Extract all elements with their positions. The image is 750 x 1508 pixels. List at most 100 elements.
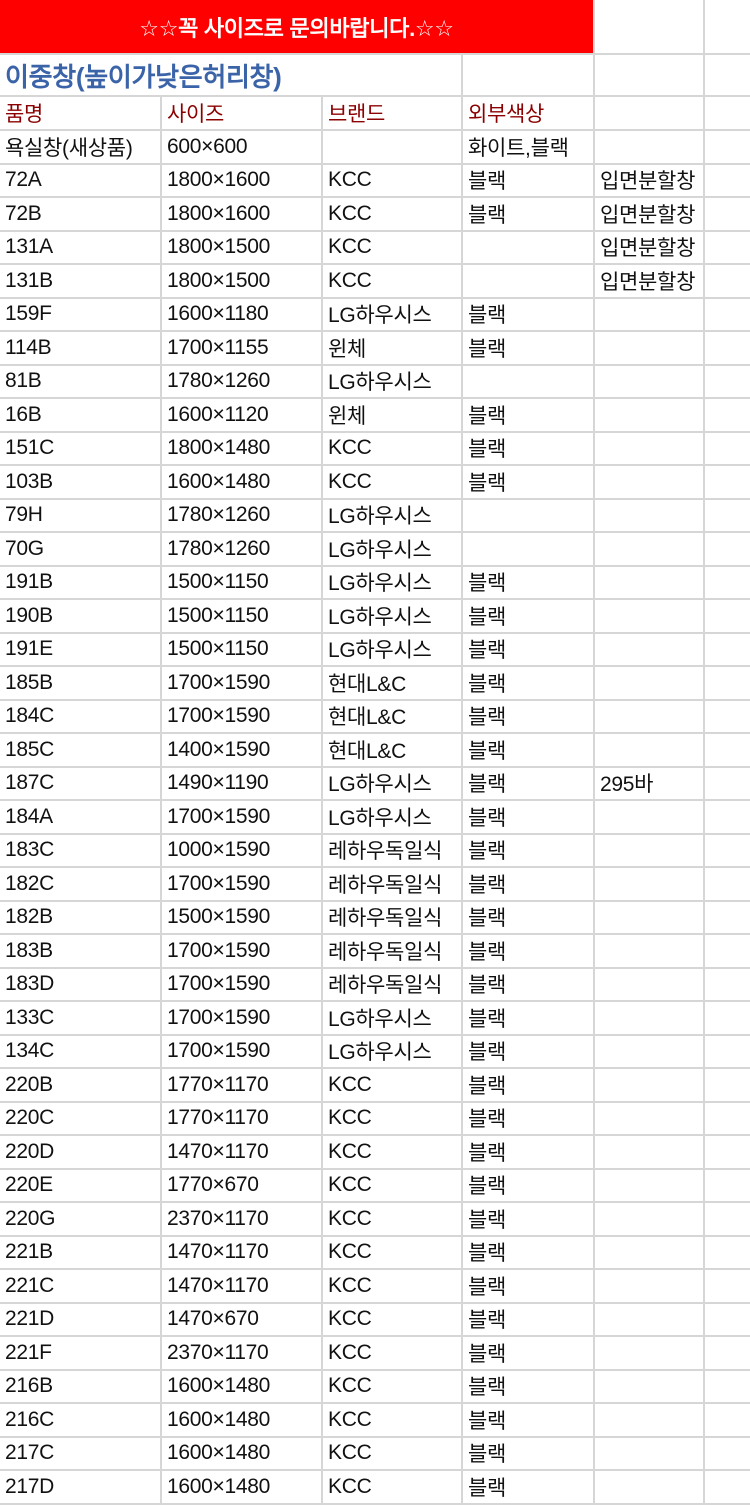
exterior-color-cell[interactable]	[463, 533, 595, 565]
size-cell[interactable]: 1500×1150	[162, 600, 323, 632]
size-cell[interactable]: 1600×1480	[162, 1404, 323, 1436]
cell[interactable]	[705, 1237, 750, 1269]
size-cell[interactable]: 1770×1170	[162, 1102, 323, 1134]
brand-cell[interactable]: 현대L&C	[323, 734, 463, 766]
exterior-color-cell[interactable]: 블랙	[463, 767, 595, 799]
product-name-cell[interactable]: 114B	[0, 332, 162, 364]
note-cell[interactable]	[595, 1035, 705, 1067]
exterior-color-cell[interactable]: 블랙	[463, 734, 595, 766]
size-cell[interactable]: 1600×1180	[162, 298, 323, 330]
product-name-cell[interactable]: 185B	[0, 667, 162, 699]
product-name-cell[interactable]: 185C	[0, 734, 162, 766]
cell[interactable]	[705, 500, 750, 532]
exterior-color-cell[interactable]: 블랙	[463, 1437, 595, 1469]
brand-cell[interactable]: LG하우시스	[323, 633, 463, 665]
brand-cell[interactable]: KCC	[323, 1203, 463, 1235]
note-cell[interactable]	[595, 1002, 705, 1034]
brand-cell[interactable]: KCC	[323, 1236, 463, 1268]
size-cell[interactable]: 1800×1600	[162, 164, 323, 196]
note-cell[interactable]	[595, 1270, 705, 1302]
size-cell[interactable]: 1490×1190	[162, 767, 323, 799]
size-cell[interactable]: 1500×1150	[162, 566, 323, 598]
brand-cell[interactable]: LG하우시스	[323, 600, 463, 632]
cell[interactable]	[705, 1069, 750, 1101]
note-cell[interactable]	[595, 131, 705, 163]
product-name-cell[interactable]: 217D	[0, 1471, 162, 1503]
product-name-cell[interactable]: 16B	[0, 399, 162, 431]
brand-cell[interactable]: LG하우시스	[323, 533, 463, 565]
note-cell[interactable]	[595, 432, 705, 464]
cell[interactable]	[705, 232, 750, 264]
size-cell[interactable]: 1800×1500	[162, 265, 323, 297]
brand-cell[interactable]: KCC	[323, 231, 463, 263]
cell[interactable]	[705, 835, 750, 867]
exterior-color-cell[interactable]: 블랙	[463, 466, 595, 498]
cell[interactable]	[705, 1270, 750, 1302]
size-cell[interactable]: 1700×1155	[162, 332, 323, 364]
product-name-cell[interactable]: 221C	[0, 1270, 162, 1302]
cell[interactable]	[705, 935, 750, 967]
cell[interactable]	[463, 55, 595, 95]
size-cell[interactable]: 1780×1260	[162, 365, 323, 397]
product-name-cell[interactable]: 131B	[0, 265, 162, 297]
product-name-cell[interactable]: 81B	[0, 365, 162, 397]
product-name-cell[interactable]: 182C	[0, 868, 162, 900]
product-name-cell[interactable]: 221D	[0, 1303, 162, 1335]
product-name-cell[interactable]: 79H	[0, 499, 162, 531]
brand-cell[interactable]: KCC	[323, 1270, 463, 1302]
exterior-color-cell[interactable]	[463, 365, 595, 397]
product-name-cell[interactable]: 216B	[0, 1370, 162, 1402]
note-cell[interactable]	[595, 901, 705, 933]
exterior-color-cell[interactable]: 블랙	[463, 432, 595, 464]
cell[interactable]	[705, 1471, 750, 1503]
size-cell[interactable]: 1470×670	[162, 1303, 323, 1335]
brand-cell[interactable]: KCC	[323, 1169, 463, 1201]
brand-cell[interactable]	[323, 131, 463, 163]
brand-cell[interactable]: KCC	[323, 466, 463, 498]
size-cell[interactable]: 1800×1600	[162, 198, 323, 230]
exterior-color-cell[interactable]: 블랙	[463, 399, 595, 431]
brand-cell[interactable]: KCC	[323, 1102, 463, 1134]
product-name-cell[interactable]: 134C	[0, 1035, 162, 1067]
cell[interactable]	[705, 734, 750, 766]
size-cell[interactable]: 1700×1590	[162, 667, 323, 699]
brand-cell[interactable]: LG하우시스	[323, 1002, 463, 1034]
exterior-color-cell[interactable]: 블랙	[463, 1236, 595, 1268]
exterior-color-cell[interactable]	[463, 231, 595, 263]
brand-cell[interactable]: LG하우시스	[323, 767, 463, 799]
banner-cell[interactable]: ☆☆꼭 사이즈로 문의바랍니다.☆☆	[0, 0, 595, 53]
exterior-color-cell[interactable]: 블랙	[463, 633, 595, 665]
product-name-cell[interactable]: 183B	[0, 935, 162, 967]
exterior-color-cell[interactable]: 블랙	[463, 1069, 595, 1101]
brand-cell[interactable]: KCC	[323, 1370, 463, 1402]
note-cell[interactable]	[595, 1102, 705, 1134]
brand-cell[interactable]: 윈체	[323, 332, 463, 364]
note-cell[interactable]	[595, 1136, 705, 1168]
product-name-cell[interactable]: 183C	[0, 834, 162, 866]
size-cell[interactable]: 1700×1590	[162, 700, 323, 732]
exterior-color-cell[interactable]: 블랙	[463, 600, 595, 632]
exterior-color-cell[interactable]: 블랙	[463, 566, 595, 598]
exterior-color-cell[interactable]: 블랙	[463, 868, 595, 900]
product-name-cell[interactable]: 133C	[0, 1002, 162, 1034]
exterior-color-cell[interactable]: 블랙	[463, 1203, 595, 1235]
sheet-title[interactable]: 이중창(높이가낮은허리창)	[0, 55, 463, 95]
cell[interactable]	[705, 466, 750, 498]
cell[interactable]	[705, 1136, 750, 1168]
cell[interactable]	[705, 902, 750, 934]
exterior-color-cell[interactable]: 블랙	[463, 1035, 595, 1067]
cell[interactable]	[595, 97, 705, 129]
cell[interactable]	[705, 97, 750, 129]
product-name-cell[interactable]: 72A	[0, 164, 162, 196]
note-cell[interactable]	[595, 1337, 705, 1369]
brand-cell[interactable]: KCC	[323, 1303, 463, 1335]
brand-cell[interactable]: 레하우독일식	[323, 834, 463, 866]
cell[interactable]	[705, 299, 750, 331]
note-cell[interactable]	[595, 365, 705, 397]
size-cell[interactable]: 1700×1590	[162, 801, 323, 833]
exterior-color-cell[interactable]: 블랙	[463, 1471, 595, 1503]
product-name-cell[interactable]: 70G	[0, 533, 162, 565]
size-cell[interactable]: 1780×1260	[162, 533, 323, 565]
size-cell[interactable]: 1700×1590	[162, 1002, 323, 1034]
product-name-cell[interactable]: 182B	[0, 901, 162, 933]
